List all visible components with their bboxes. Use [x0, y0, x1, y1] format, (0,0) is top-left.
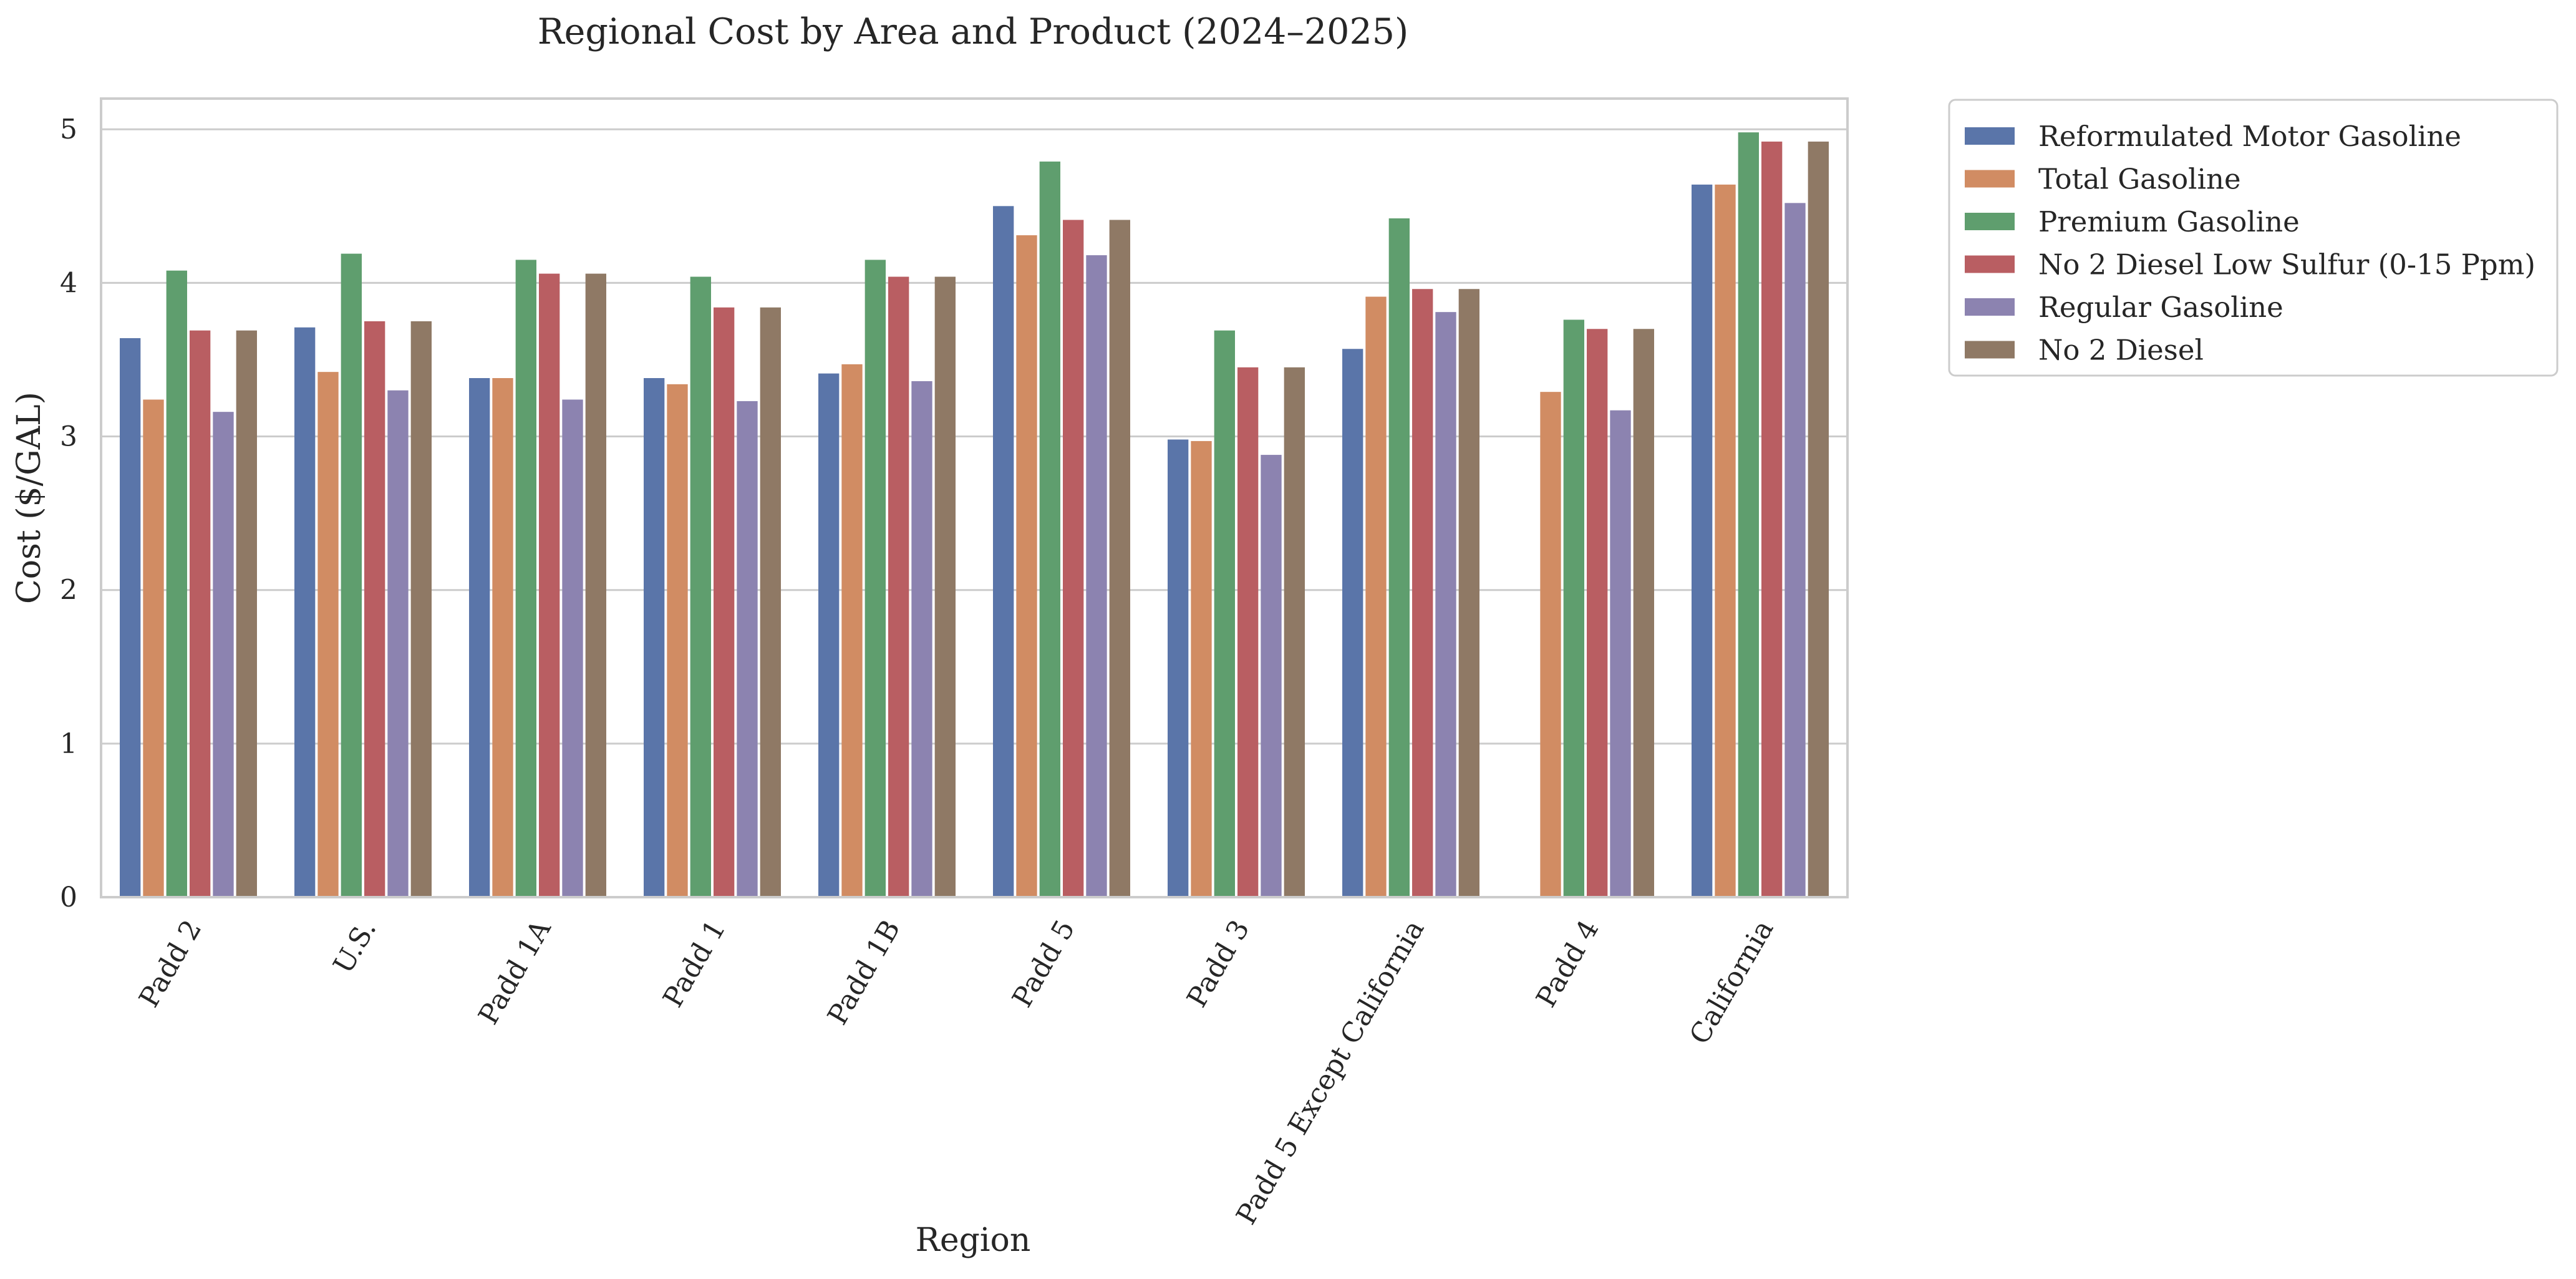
bar	[1214, 330, 1235, 897]
y-tick-label: 1	[60, 728, 77, 760]
bar	[294, 327, 316, 897]
bar	[1342, 349, 1363, 897]
bar	[841, 364, 863, 897]
bar	[1063, 220, 1084, 897]
bar	[1039, 161, 1060, 897]
bar	[469, 378, 490, 897]
x-tick-label: Padd 5 Except California	[1230, 915, 1430, 1230]
y-axis-label: Cost ($/GAL)	[11, 392, 48, 604]
bar	[1261, 455, 1282, 897]
legend-swatch	[1965, 255, 2015, 273]
bar	[993, 206, 1014, 898]
legend: Reformulated Motor Gasoline Total Gasolin…	[1948, 99, 2559, 377]
x-tick-label: U.S.	[327, 915, 383, 979]
bar	[410, 321, 432, 897]
bar	[644, 378, 665, 897]
bar	[934, 276, 956, 897]
legend-label: Reformulated Motor Gasoline	[2038, 120, 2461, 153]
bar	[1458, 289, 1479, 897]
x-tick-label: Padd 1	[657, 915, 732, 1013]
bar	[515, 260, 536, 897]
y-tick-label: 2	[60, 575, 77, 606]
x-tick-labels: Padd 2 U.S. Padd 1A Padd 1 Padd 1B Padd 5 Padd…	[133, 914, 1779, 1230]
bar	[911, 381, 932, 897]
legend-swatch	[1965, 341, 2015, 359]
bar	[1761, 141, 1783, 897]
bar	[1633, 329, 1654, 897]
bar	[1587, 329, 1608, 897]
y-tick-label: 5	[60, 114, 77, 145]
x-tick-label: Padd 1B	[821, 915, 906, 1030]
plot-frame	[100, 97, 1849, 898]
bar	[539, 273, 560, 898]
bars	[120, 132, 1829, 898]
bar	[818, 373, 840, 897]
bar	[1086, 255, 1107, 898]
bar	[1784, 203, 1806, 897]
bar	[667, 384, 688, 897]
bar	[864, 260, 886, 897]
bar	[1563, 319, 1584, 897]
x-tick-label: Padd 1A	[472, 914, 558, 1030]
y-tick-labels: 0 1 2 3 4 5	[60, 114, 77, 913]
legend-swatch	[1965, 213, 2015, 230]
legend-label: Regular Gasoline	[2038, 291, 2283, 324]
legend-label: No 2 Diesel Low Sulfur (0-15 Ppm)	[2038, 248, 2535, 281]
legend-box	[1948, 99, 2559, 377]
bar	[1738, 132, 1759, 898]
bar	[690, 276, 711, 897]
bar	[236, 330, 257, 897]
bar	[1237, 367, 1259, 897]
bar	[143, 399, 164, 897]
bar	[341, 253, 362, 898]
x-tick-label: Padd 3	[1181, 915, 1256, 1013]
x-axis-label: Region	[916, 1222, 1031, 1259]
bar	[1692, 184, 1713, 897]
bar	[1365, 296, 1387, 897]
bar	[1016, 235, 1037, 898]
bar	[190, 330, 211, 897]
bar	[1412, 289, 1433, 897]
bar	[1808, 141, 1829, 897]
bar	[1540, 392, 1561, 897]
legend-label: Premium Gasoline	[2038, 205, 2300, 238]
legend-label: No 2 Diesel	[2038, 334, 2204, 367]
y-tick-label: 0	[60, 882, 77, 913]
bar	[714, 307, 735, 897]
bar	[1191, 440, 1212, 897]
legend-label: Total Gasoline	[2038, 163, 2241, 196]
bar	[1388, 218, 1410, 897]
bar	[166, 270, 187, 897]
bar	[737, 401, 758, 897]
x-tick-label: Padd 5	[1006, 915, 1081, 1013]
x-tick-label: Padd 2	[133, 915, 208, 1013]
bar	[317, 372, 339, 897]
y-tick-label: 3	[60, 421, 77, 453]
gridlines	[101, 128, 1847, 898]
bar	[1168, 439, 1189, 897]
bar	[1610, 410, 1631, 897]
bar	[888, 276, 909, 897]
bar	[760, 307, 781, 897]
bar	[120, 338, 141, 897]
legend-swatch	[1965, 170, 2015, 188]
bar	[1435, 312, 1456, 898]
bar	[364, 321, 385, 897]
legend-swatch	[1965, 127, 2015, 145]
bar	[1109, 220, 1130, 897]
bar	[585, 273, 606, 898]
bar	[213, 412, 234, 897]
bar	[1715, 184, 1736, 897]
bar	[562, 399, 583, 897]
chart-title: Regional Cost by Area and Product (2024–…	[538, 11, 1408, 52]
bar	[492, 378, 513, 897]
x-tick-label: Padd 4	[1530, 915, 1605, 1013]
bar	[387, 390, 409, 897]
legend-swatch	[1965, 298, 2015, 316]
bar	[1284, 367, 1305, 897]
y-tick-label: 4	[60, 267, 77, 299]
x-tick-label: California	[1683, 915, 1779, 1049]
